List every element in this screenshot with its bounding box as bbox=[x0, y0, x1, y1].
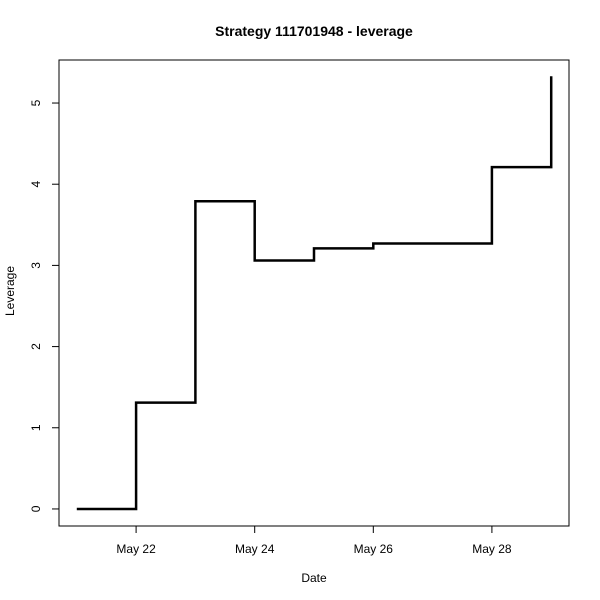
x-tick-label: May 26 bbox=[354, 542, 394, 556]
plot-box bbox=[58, 59, 570, 527]
y-tick-label: 4 bbox=[29, 181, 43, 188]
y-tick-label: 0 bbox=[29, 505, 43, 512]
x-axis: May 22 May 24 May 26 May 28 bbox=[116, 526, 512, 556]
x-tick-label: May 28 bbox=[472, 542, 512, 556]
y-tick-label: 1 bbox=[29, 424, 43, 431]
x-axis-label: Date bbox=[301, 571, 327, 585]
series-line bbox=[76, 76, 553, 511]
y-tick-label: 2 bbox=[29, 343, 43, 350]
y-axis-label: Leverage bbox=[3, 266, 17, 316]
chart-title: Strategy 111701948 - leverage bbox=[215, 23, 413, 39]
y-axis: 0 1 2 3 4 5 bbox=[29, 99, 59, 512]
y-tick-label: 5 bbox=[29, 99, 43, 106]
y-tick-label: 3 bbox=[29, 262, 43, 269]
x-tick-label: May 22 bbox=[116, 542, 156, 556]
x-tick-label: May 24 bbox=[235, 542, 275, 556]
